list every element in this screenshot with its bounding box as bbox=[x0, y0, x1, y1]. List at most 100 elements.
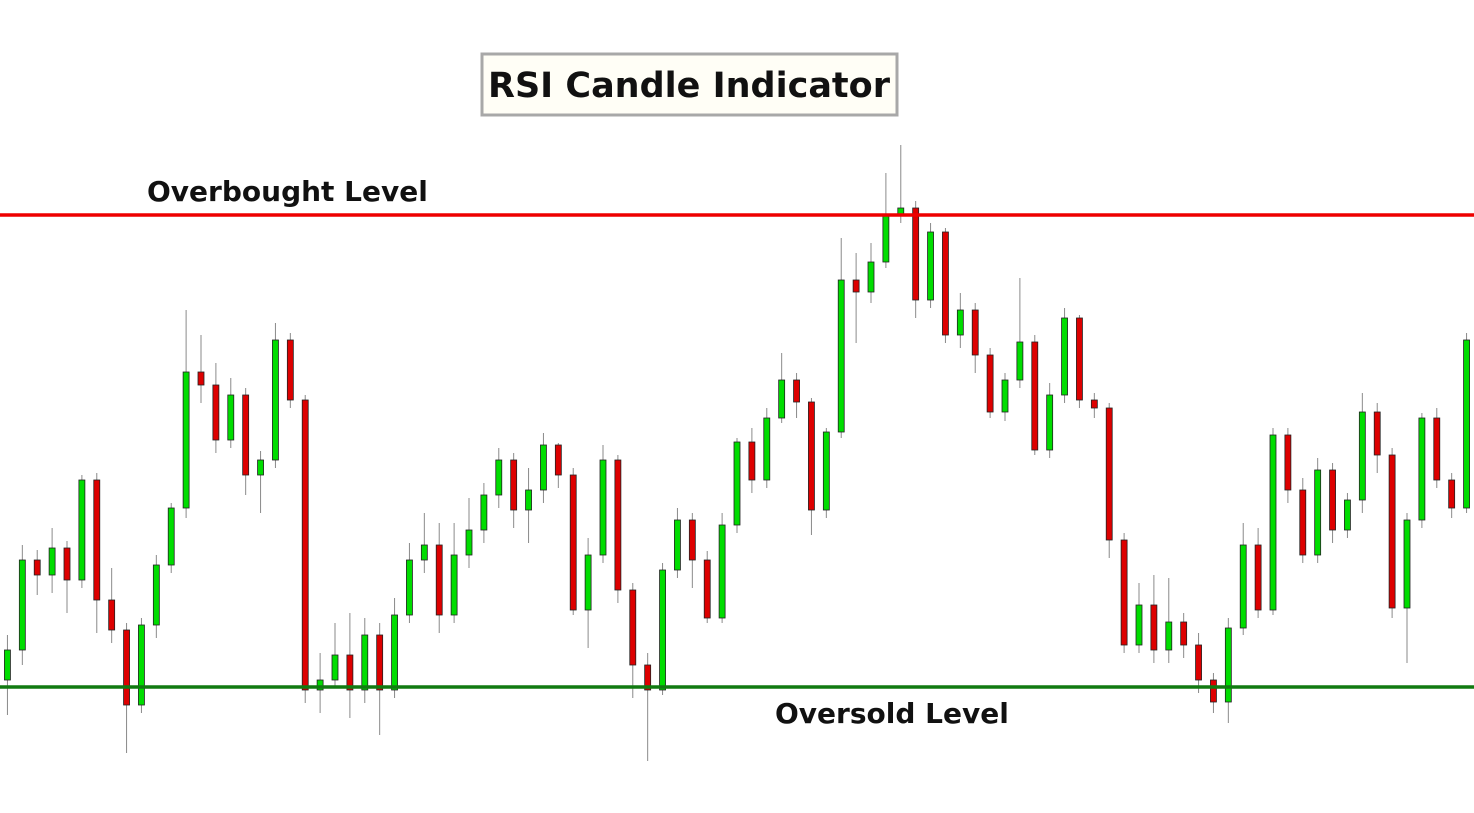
candle-body bbox=[808, 401, 815, 511]
candle-body bbox=[525, 489, 532, 511]
candle-body bbox=[971, 309, 979, 356]
candle-body bbox=[614, 459, 622, 591]
candle-body bbox=[1463, 339, 1470, 509]
candle-body bbox=[674, 519, 681, 571]
candle-body bbox=[376, 634, 384, 691]
candle-body bbox=[272, 339, 279, 461]
candle-body bbox=[554, 444, 562, 476]
candle-body bbox=[510, 459, 518, 511]
candle-body bbox=[78, 479, 86, 581]
candle-body bbox=[301, 399, 309, 691]
candle-body bbox=[942, 231, 949, 336]
candle-body bbox=[465, 529, 473, 556]
candle-body bbox=[182, 371, 190, 509]
candle-body bbox=[286, 339, 294, 401]
candle-body bbox=[1180, 621, 1188, 646]
candle-body bbox=[718, 524, 726, 619]
candle-body bbox=[569, 474, 577, 611]
candle-body bbox=[778, 379, 786, 419]
candle-body bbox=[1344, 499, 1351, 531]
candle-body bbox=[108, 599, 116, 631]
candle-body bbox=[197, 371, 205, 386]
candle-body bbox=[242, 394, 250, 476]
candle-body bbox=[1284, 434, 1292, 491]
candle-body bbox=[733, 441, 741, 526]
candle-body bbox=[1195, 644, 1202, 681]
candle-body bbox=[956, 309, 964, 336]
candle-body bbox=[1120, 539, 1128, 646]
level-label: Oversold Level bbox=[775, 697, 1009, 730]
candle-body bbox=[257, 459, 264, 476]
candle-body bbox=[540, 444, 547, 491]
candle-body bbox=[1299, 489, 1307, 556]
candle-body bbox=[1373, 411, 1381, 456]
candle-body bbox=[1090, 399, 1098, 409]
candles bbox=[4, 145, 1470, 761]
candle-body bbox=[1150, 604, 1158, 651]
candle-body bbox=[1358, 411, 1366, 501]
candle-body bbox=[584, 554, 592, 611]
candle-body bbox=[1135, 604, 1143, 646]
candle-body bbox=[1210, 679, 1217, 703]
candle-body bbox=[1061, 317, 1068, 396]
candle-body bbox=[361, 634, 369, 691]
candle-body bbox=[167, 507, 175, 566]
candle-body bbox=[912, 207, 920, 301]
candle-body bbox=[4, 649, 11, 681]
candle-body bbox=[1239, 544, 1247, 629]
candle-body bbox=[435, 544, 443, 616]
candle-body bbox=[793, 379, 800, 403]
candle-body bbox=[123, 629, 130, 706]
candle-body bbox=[927, 231, 934, 301]
level-label: Overbought Level bbox=[147, 175, 428, 208]
candle-body bbox=[763, 417, 771, 481]
candle-body bbox=[391, 614, 398, 691]
candle-body bbox=[212, 384, 220, 441]
candle-body bbox=[1224, 627, 1232, 703]
candle-body bbox=[1403, 519, 1411, 609]
candle-body bbox=[1254, 544, 1262, 611]
candle-body bbox=[420, 544, 428, 561]
candle-body bbox=[599, 459, 607, 556]
candle-body bbox=[1016, 341, 1024, 381]
candle-body bbox=[688, 519, 696, 561]
candle-body bbox=[1046, 394, 1054, 451]
title-box bbox=[480, 52, 899, 117]
candle-body bbox=[986, 354, 994, 413]
candle-body bbox=[1418, 417, 1426, 521]
candle-body bbox=[346, 654, 354, 691]
candle-body bbox=[703, 559, 711, 619]
candle-body bbox=[852, 279, 860, 293]
candle-body bbox=[1269, 434, 1277, 611]
candle-body bbox=[1001, 379, 1009, 413]
candle-body bbox=[480, 494, 488, 531]
candle-body bbox=[1388, 454, 1396, 609]
candle-body bbox=[1076, 317, 1083, 401]
candle-body bbox=[629, 589, 637, 666]
candle-body bbox=[822, 431, 830, 511]
candle-body bbox=[33, 559, 41, 576]
candle-body bbox=[837, 279, 845, 433]
candle-body bbox=[659, 569, 666, 691]
candle-body bbox=[867, 261, 875, 293]
candle-body bbox=[1448, 479, 1456, 509]
candle-body bbox=[152, 564, 160, 626]
candle-body bbox=[1031, 341, 1039, 451]
candle-body bbox=[748, 441, 756, 481]
candle-body bbox=[18, 559, 26, 651]
candle-body bbox=[644, 664, 652, 691]
candle-body bbox=[93, 479, 101, 601]
candle-body bbox=[495, 459, 503, 496]
candle-body bbox=[227, 394, 235, 441]
candle-body bbox=[63, 547, 71, 581]
candle-body bbox=[1329, 469, 1336, 531]
candle-body bbox=[406, 559, 413, 616]
candle-body bbox=[331, 654, 339, 681]
candle-body bbox=[48, 547, 56, 576]
chart-title: RSI Candle Indicator bbox=[488, 66, 891, 106]
candle-body bbox=[1433, 417, 1441, 481]
candle-body bbox=[882, 214, 890, 263]
candle-body bbox=[138, 624, 145, 706]
levels: Overbought Level Oversold Level bbox=[0, 175, 1474, 730]
